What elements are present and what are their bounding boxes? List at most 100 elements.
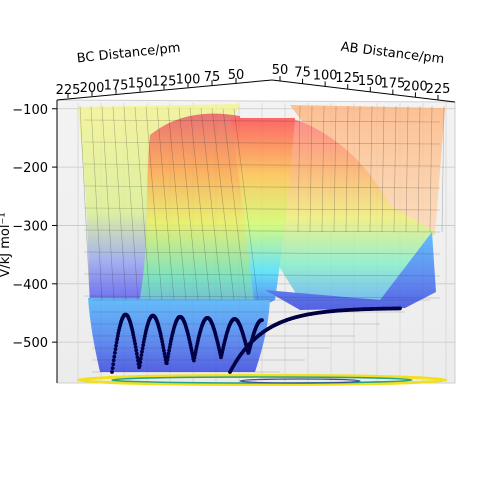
trajectory-point <box>162 351 167 356</box>
trajectory-point <box>162 348 166 353</box>
mesh-line <box>83 141 441 145</box>
z-tick-label: −100 <box>12 103 48 118</box>
reaction-trajectory <box>110 306 402 374</box>
mesh-line <box>145 107 163 301</box>
mesh-line <box>381 105 385 233</box>
ab-tick-label: 50 <box>272 63 289 78</box>
trajectory-point <box>115 334 120 338</box>
trajectory-point <box>113 351 117 355</box>
mesh-line <box>167 107 187 301</box>
trajectory-point <box>165 358 170 362</box>
bc-tick-label: 75 <box>204 70 221 85</box>
mesh-line <box>83 229 441 233</box>
trajectory-point <box>134 351 139 356</box>
ab-tick-label: 125 <box>335 71 360 86</box>
mesh-line <box>441 105 445 233</box>
trajectory-point <box>138 360 143 365</box>
trajectory-point <box>166 354 170 359</box>
trajectory-point <box>135 355 140 359</box>
mesh-line <box>429 105 433 233</box>
mesh-line <box>90 106 103 301</box>
mesh-line <box>83 273 441 277</box>
surface-exit-valley <box>265 232 436 310</box>
mesh-line <box>393 105 397 233</box>
trajectory-point <box>114 343 118 348</box>
ab-tick-label: 175 <box>380 77 405 92</box>
contour-projection <box>76 374 448 386</box>
surface-entrance-valley <box>88 298 270 372</box>
mesh-line <box>309 105 313 233</box>
surface-mesh <box>79 105 445 373</box>
mesh-line <box>123 106 139 301</box>
trajectory-point <box>140 349 144 354</box>
trajectory-point <box>164 361 169 366</box>
trajectory-point <box>192 358 196 363</box>
mesh-line <box>357 105 361 233</box>
trajectory-point <box>110 370 114 374</box>
trajectory-point <box>167 348 172 353</box>
mesh-line <box>83 185 441 189</box>
mesh-line <box>83 251 441 255</box>
ab-axis-title: AB Distance/pm <box>340 40 445 68</box>
mesh-line <box>345 105 349 233</box>
trajectory-point <box>110 366 115 370</box>
trajectory-point <box>113 347 118 352</box>
bc-tick-label: 50 <box>228 68 245 83</box>
mesh-line <box>417 105 421 233</box>
trajectory-point <box>160 339 165 344</box>
bc-tick-label: 225 <box>56 83 81 98</box>
bc-tick-label: 100 <box>176 72 201 87</box>
mesh-line <box>233 108 259 301</box>
mesh-line <box>101 106 115 301</box>
bc-tick-label: 150 <box>128 77 153 92</box>
trajectory-point <box>167 345 172 350</box>
trajectory-point <box>132 338 137 343</box>
trajectory-point <box>140 346 145 351</box>
bc-tick-label: 125 <box>152 74 177 89</box>
trajectory-point <box>398 306 402 311</box>
trajectory-point <box>161 345 166 350</box>
mesh-line <box>83 163 441 167</box>
trajectory-point <box>111 358 116 363</box>
trajectory-point <box>133 341 138 346</box>
mesh-line <box>189 107 211 301</box>
trajectory-point <box>163 354 168 359</box>
ab-tick-label: 200 <box>403 79 428 94</box>
surface-left-ridge <box>140 113 262 330</box>
mesh-line <box>211 108 235 301</box>
trajectory-point <box>142 337 147 341</box>
ab-tick-label: 75 <box>294 66 311 81</box>
trajectory-point <box>115 337 120 342</box>
mesh-line <box>156 107 175 301</box>
z-tick-label: −300 <box>12 219 48 234</box>
mesh-line <box>321 105 325 233</box>
bc-tick-label: 200 <box>80 81 105 96</box>
bc-tick-label: 175 <box>104 79 129 94</box>
trajectory-point <box>192 355 197 360</box>
trajectory-point <box>138 356 143 361</box>
surface-right-ridge <box>275 118 435 300</box>
ab-tick-label: 150 <box>358 74 383 89</box>
trajectory-point <box>133 345 138 349</box>
z-tick-label: −200 <box>12 161 48 176</box>
surface <box>78 104 445 372</box>
trajectory-point <box>114 340 119 345</box>
trajectory-point <box>168 342 173 347</box>
z-tick-label: −400 <box>12 278 48 293</box>
trajectory-point <box>193 352 198 357</box>
mesh-line <box>333 105 337 233</box>
trajectory-point <box>112 354 117 359</box>
mesh-line <box>83 119 441 123</box>
mesh-line <box>83 295 441 299</box>
mesh-line <box>134 106 151 301</box>
mesh-line <box>83 207 441 211</box>
trajectory-point <box>160 342 165 347</box>
trajectory-point <box>139 353 144 357</box>
mesh-line <box>112 106 127 301</box>
trajectory-point <box>193 349 198 354</box>
trajectory-point <box>137 363 142 368</box>
mesh-line <box>369 105 373 233</box>
trajectory-point <box>141 340 146 344</box>
trajectory-point <box>131 333 136 337</box>
